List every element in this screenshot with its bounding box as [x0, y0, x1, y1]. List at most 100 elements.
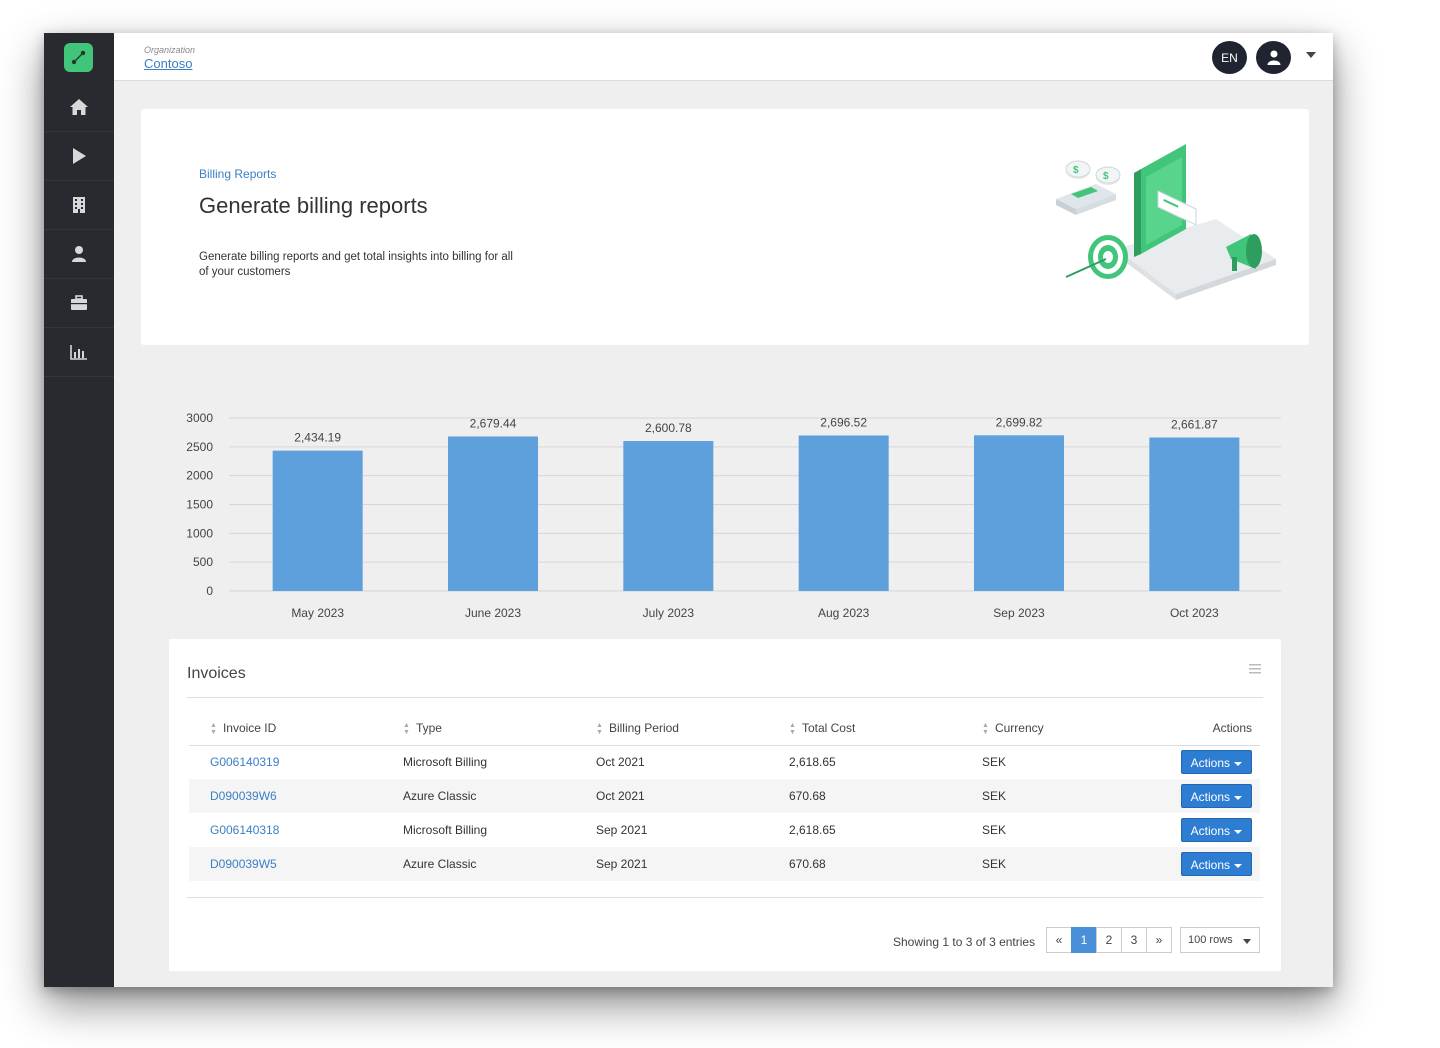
x-tick-label: May 2023	[291, 606, 344, 620]
pagination-page-1[interactable]: 1	[1071, 927, 1097, 953]
breadcrumb[interactable]: Billing Reports	[199, 167, 277, 181]
y-tick-label: 500	[193, 555, 213, 569]
invoice-currency: SEK	[982, 823, 1007, 837]
column-header-billing-period[interactable]: ▲ ▼ Billing Period	[596, 712, 789, 746]
page-title: Generate billing reports	[199, 193, 428, 218]
x-tick-label: July 2023	[643, 606, 695, 620]
actions-button-label: Actions	[1190, 790, 1230, 804]
bar-chart-icon	[70, 345, 87, 360]
y-tick-label: 1500	[186, 498, 213, 512]
x-tick-label: June 2023	[465, 606, 521, 620]
y-tick-label: 2500	[186, 440, 213, 454]
invoice-type: Microsoft Billing	[403, 755, 488, 770]
invoices-table: ▲ ▼ Invoice ID ▲ ▼ Type ▲ ▼ Billing Period ▲ ▼ T…	[189, 712, 1260, 881]
organization-link[interactable]: Contoso	[144, 56, 193, 71]
sidebar-item-briefcase[interactable]	[44, 279, 114, 328]
svg-text:$: $	[1103, 171, 1109, 182]
entries-summary: Showing 1 to 3 of 3 entries	[893, 935, 1036, 949]
column-header-actions: Actions	[1132, 712, 1260, 746]
column-header-invoice-id[interactable]: ▲ ▼ Invoice ID	[189, 712, 403, 746]
column-header-currency[interactable]: ▲ ▼ Currency	[982, 712, 1132, 746]
invoice-period: Oct 2021	[596, 779, 789, 813]
actions-button-label: Actions	[1190, 824, 1230, 838]
sort-icon: ▲ ▼	[789, 721, 796, 736]
caret-down-icon	[1234, 829, 1242, 834]
invoice-type: Microsoft Billing	[403, 823, 488, 837]
caret-down-icon	[1234, 863, 1242, 868]
divider	[187, 697, 1263, 698]
chevron-down-icon	[1243, 939, 1251, 944]
invoice-cost: 670.68	[789, 847, 982, 881]
pagination: « 1 2 3 »	[1046, 927, 1172, 953]
rows-per-page-select[interactable]: 100 rows	[1180, 927, 1260, 953]
column-header-type[interactable]: ▲ ▼ Type	[403, 712, 596, 746]
bar	[974, 435, 1064, 591]
table-row: D090039W6 Azure Classic Oct 2021 670.68 …	[189, 779, 1260, 813]
invoice-period: Sep 2021	[596, 823, 648, 837]
column-label: Invoice ID	[222, 720, 277, 735]
invoice-period: Oct 2021	[596, 755, 645, 770]
actions-button[interactable]: Actions	[1180, 818, 1252, 842]
actions-button[interactable]: Actions	[1180, 784, 1252, 808]
bar-value-label: 2,661.87	[1171, 417, 1218, 431]
invoice-id-link[interactable]: D090039W5	[210, 857, 277, 871]
sidebar-item-play[interactable]	[44, 132, 114, 181]
table-row: G006140319 Microsoft Billing Oct 2021 2,…	[189, 745, 1260, 779]
invoice-id-link[interactable]: G006140318	[210, 823, 280, 837]
column-header-total-cost[interactable]: ▲ ▼ Total Cost	[789, 712, 982, 746]
sidebar	[44, 33, 114, 987]
bar-value-label: 2,600.78	[645, 421, 692, 435]
invoice-type: Azure Classic	[403, 779, 596, 813]
home-icon	[70, 99, 88, 115]
invoice-type: Azure Classic	[403, 847, 596, 881]
sidebar-item-home[interactable]	[44, 83, 114, 132]
sort-icon: ▲ ▼	[982, 721, 989, 736]
bar	[1149, 437, 1240, 591]
pagination-next[interactable]: »	[1146, 927, 1172, 953]
table-header-row: ▲ ▼ Invoice ID ▲ ▼ Type ▲ ▼ Billing Period ▲ ▼ T…	[189, 712, 1260, 746]
building-icon	[73, 197, 85, 213]
x-tick-label: Sep 2023	[993, 606, 1045, 620]
actions-button[interactable]: Actions	[1180, 750, 1252, 775]
invoice-cost: 2,618.65	[789, 755, 836, 770]
language-button[interactable]: EN	[1212, 41, 1247, 74]
invoice-id-link[interactable]: G006140319	[210, 755, 280, 770]
invoices-card: Invoices ▲ ▼ Invoice ID ▲ ▼ Type ▲ ▼ Billing P…	[169, 639, 1281, 971]
invoice-currency: SEK	[982, 847, 1132, 881]
sidebar-item-buildings[interactable]	[44, 181, 114, 230]
user-menu-button[interactable]	[1256, 41, 1291, 74]
actions-button-label: Actions	[1190, 756, 1230, 771]
bar	[623, 441, 714, 591]
billing-bar-chart: 0 500 1000 1500 2000 2500 3000 2,434.19 May 2023…	[186, 411, 1281, 620]
invoice-cost: 670.68	[789, 779, 982, 813]
chevron-down-icon[interactable]	[1306, 52, 1316, 58]
x-tick-label: Aug 2023	[818, 606, 870, 620]
organization-label: Organization	[144, 45, 196, 55]
svg-text:$: $	[1073, 165, 1079, 176]
table-row: G006140318 Microsoft Billing Sep 2021 2,…	[189, 813, 1260, 847]
rows-per-page-value: 100 rows	[1188, 934, 1233, 946]
pagination-prev[interactable]: «	[1046, 927, 1072, 953]
hamburger-menu-icon[interactable]	[1249, 664, 1261, 674]
invoice-id-link[interactable]: D090039W6	[210, 789, 277, 803]
sort-icon: ▲ ▼	[403, 721, 410, 736]
caret-down-icon	[1234, 795, 1242, 800]
briefcase-icon	[71, 295, 87, 310]
app-window: Organization Contoso EN Billing Reports …	[44, 33, 1333, 987]
invoices-title: Invoices	[187, 665, 246, 682]
bar	[448, 436, 538, 591]
sidebar-item-reports[interactable]	[44, 328, 114, 377]
actions-button[interactable]: Actions	[1180, 852, 1252, 876]
table-row: D090039W5 Azure Classic Sep 2021 670.68 …	[189, 847, 1260, 881]
user-avatar-icon	[1267, 50, 1280, 65]
column-label: Type	[415, 720, 442, 735]
sort-icon: ▲ ▼	[210, 721, 217, 736]
pagination-page-2[interactable]: 2	[1096, 927, 1122, 953]
pagination-page-3[interactable]: 3	[1121, 927, 1147, 953]
column-label: Currency	[994, 720, 1044, 735]
app-logo[interactable]	[64, 43, 93, 72]
bar-value-label: 2,696.52	[820, 416, 867, 430]
y-tick-label: 0	[206, 584, 213, 598]
sidebar-item-users[interactable]	[44, 230, 114, 279]
invoice-currency: SEK	[982, 779, 1132, 813]
